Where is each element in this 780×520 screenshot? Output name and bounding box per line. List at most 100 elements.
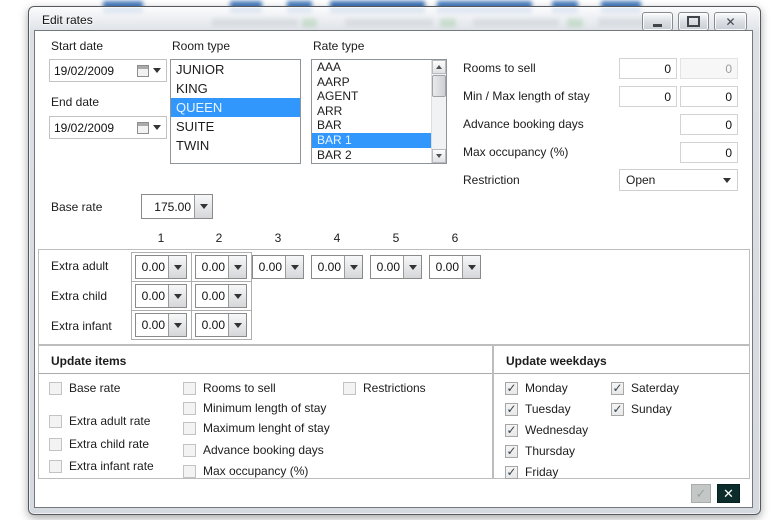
checkbox-icon[interactable] xyxy=(183,381,196,395)
base-rate-input[interactable] xyxy=(142,195,194,218)
start-date-input[interactable] xyxy=(50,63,132,78)
checkbox-maximum-length-of-stay[interactable]: Maximum lenght of stay xyxy=(183,421,330,435)
room-type-option[interactable]: TWIN xyxy=(176,138,210,153)
room-type-option[interactable]: JUNIOR xyxy=(176,62,225,77)
dropdown-button[interactable] xyxy=(462,256,480,278)
advance-booking-field[interactable] xyxy=(680,114,738,135)
extra-child-rate-combo-1[interactable] xyxy=(135,284,187,308)
checkbox-saterday[interactable]: Saterday xyxy=(611,381,679,395)
dropdown-button[interactable] xyxy=(168,314,186,336)
checkbox-icon[interactable] xyxy=(183,401,196,415)
rate-type-option[interactable]: AAA xyxy=(317,60,342,74)
room-type-option[interactable]: SUITE xyxy=(176,119,215,134)
checkbox-icon[interactable] xyxy=(505,402,518,416)
start-date-dropdown-button[interactable] xyxy=(132,60,166,81)
extra-child-rate-input-2[interactable] xyxy=(196,285,228,307)
checkbox-max-occupancy[interactable]: Max occupancy (%) xyxy=(183,464,308,478)
checkbox-icon[interactable] xyxy=(49,414,62,428)
extra-adult-rate-input-2[interactable] xyxy=(196,256,228,278)
checkbox-icon[interactable] xyxy=(611,381,624,395)
rate-type-option[interactable]: AGENT xyxy=(317,89,359,104)
extra-infant-rate-combo-2[interactable] xyxy=(195,313,247,337)
max-occupancy-input[interactable] xyxy=(681,143,737,162)
extra-adult-rate-input-1[interactable] xyxy=(136,256,168,278)
maximize-button[interactable] xyxy=(678,12,709,31)
dropdown-button[interactable] xyxy=(168,256,186,278)
extra-adult-rate-input-6[interactable] xyxy=(430,256,462,278)
checkbox-icon[interactable] xyxy=(505,465,518,479)
extra-child-rate-input-1[interactable] xyxy=(136,285,168,307)
base-rate-combo[interactable] xyxy=(141,194,213,219)
rooms-to-sell-input-1[interactable] xyxy=(620,59,676,78)
dropdown-button[interactable] xyxy=(228,314,246,336)
extra-adult-rate-input-5[interactable] xyxy=(371,256,403,278)
checkbox-icon[interactable] xyxy=(183,421,196,435)
extra-infant-rate-input-2[interactable] xyxy=(196,314,228,336)
scrollbar-thumb[interactable] xyxy=(432,75,446,97)
extra-adult-rate-combo-5[interactable] xyxy=(370,255,422,279)
rooms-to-sell-field-1[interactable] xyxy=(619,58,677,79)
min-stay-field[interactable] xyxy=(619,86,677,107)
extra-adult-rate-combo-3[interactable] xyxy=(252,255,304,279)
max-stay-input[interactable] xyxy=(681,87,737,106)
checkbox-icon[interactable] xyxy=(505,423,518,437)
extra-adult-rate-input-3[interactable] xyxy=(253,256,285,278)
extra-adult-rate-combo-4[interactable] xyxy=(311,255,363,279)
end-date-input[interactable] xyxy=(50,120,132,135)
checkbox-thursday[interactable]: Thursday xyxy=(505,444,575,458)
checkbox-icon[interactable] xyxy=(505,444,518,458)
checkbox-monday[interactable]: Monday xyxy=(505,381,568,395)
rate-type-listbox[interactable]: AAA AARP AGENT ARR BAR BAR 1 BAR 2 xyxy=(311,59,447,164)
checkbox-rooms-to-sell[interactable]: Rooms to sell xyxy=(183,381,276,395)
room-type-option[interactable]: KING xyxy=(176,81,208,96)
max-occupancy-field[interactable] xyxy=(680,142,738,163)
checkbox-icon[interactable] xyxy=(49,437,62,451)
advance-booking-input[interactable] xyxy=(681,115,737,134)
checkbox-icon[interactable] xyxy=(49,381,62,395)
checkbox-icon[interactable] xyxy=(343,381,356,395)
room-type-listbox[interactable]: JUNIOR KING QUEEN SUITE TWIN xyxy=(170,59,301,164)
close-button[interactable]: ✕ xyxy=(714,12,747,31)
checkbox-base-rate[interactable]: Base rate xyxy=(49,381,120,395)
extra-adult-rate-combo-2[interactable] xyxy=(195,255,247,279)
end-date-picker[interactable] xyxy=(49,116,167,139)
checkbox-extra-child-rate[interactable]: Extra child rate xyxy=(49,437,149,451)
checkbox-tuesday[interactable]: Tuesday xyxy=(505,402,571,416)
checkbox-minimum-length-of-stay[interactable]: Minimum length of stay xyxy=(183,401,326,415)
checkbox-icon[interactable] xyxy=(183,464,196,478)
minimize-button[interactable] xyxy=(642,12,673,31)
end-date-dropdown-button[interactable] xyxy=(132,117,166,138)
restriction-dropdown[interactable]: Open xyxy=(619,169,738,191)
dropdown-button[interactable] xyxy=(344,256,362,278)
checkbox-restrictions[interactable]: Restrictions xyxy=(343,381,426,395)
scrollbar[interactable] xyxy=(431,60,446,163)
rate-type-option-selected[interactable]: BAR 1 xyxy=(312,132,431,148)
scroll-down-button[interactable] xyxy=(432,149,446,163)
max-stay-field[interactable] xyxy=(680,86,738,107)
extra-infant-rate-input-1[interactable] xyxy=(136,314,168,336)
checkbox-icon[interactable] xyxy=(183,443,196,457)
checkbox-friday[interactable]: Friday xyxy=(505,465,558,479)
dropdown-button[interactable] xyxy=(228,256,246,278)
dropdown-button[interactable] xyxy=(168,285,186,307)
base-rate-dropdown-button[interactable] xyxy=(194,195,212,218)
checkbox-advance-booking-days[interactable]: Advance booking days xyxy=(183,443,324,457)
checkbox-wednesday[interactable]: Wednesday xyxy=(505,423,588,437)
scroll-up-button[interactable] xyxy=(432,60,446,74)
close-dialog-button[interactable]: ✕ xyxy=(717,484,740,503)
checkbox-icon[interactable] xyxy=(49,459,62,473)
extra-adult-rate-input-4[interactable] xyxy=(312,256,344,278)
start-date-picker[interactable] xyxy=(49,59,167,82)
checkbox-icon[interactable] xyxy=(505,381,518,395)
extra-adult-rate-combo-6[interactable] xyxy=(429,255,481,279)
extra-adult-rate-combo-1[interactable] xyxy=(135,255,187,279)
checkbox-icon[interactable] xyxy=(611,402,624,416)
rate-type-option[interactable]: BAR 2 xyxy=(317,147,352,162)
min-stay-input[interactable] xyxy=(620,87,676,106)
rate-type-option[interactable]: BAR xyxy=(317,118,342,133)
extra-child-rate-combo-2[interactable] xyxy=(195,284,247,308)
extra-infant-rate-combo-1[interactable] xyxy=(135,313,187,337)
rate-type-option[interactable]: ARR xyxy=(317,103,343,118)
dropdown-button[interactable] xyxy=(403,256,421,278)
checkbox-sunday[interactable]: Sunday xyxy=(611,402,672,416)
